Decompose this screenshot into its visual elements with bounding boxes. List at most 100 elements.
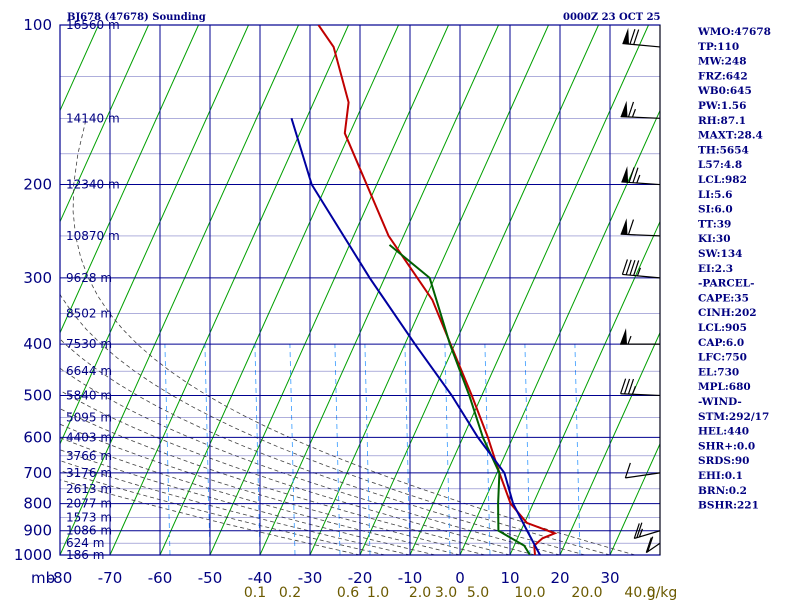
valid-time: 0000Z 23 OCT 25 xyxy=(563,12,661,23)
mixing-ratio-line xyxy=(289,344,296,555)
temperature-tick-label: 20 xyxy=(550,569,569,587)
parcel-profile xyxy=(290,118,541,555)
barb-flag xyxy=(627,101,635,118)
barb-flag xyxy=(633,260,640,276)
wind-barb xyxy=(620,218,661,237)
barb-half-flag xyxy=(638,528,643,538)
index-line: SI:6.0 xyxy=(698,204,733,216)
mixing-ratio-label: 3.0 xyxy=(435,585,457,600)
index-line: KI:30 xyxy=(698,233,731,245)
wind-barb xyxy=(620,378,661,397)
moist-adiabat xyxy=(60,423,486,555)
isotherm-line xyxy=(409,25,649,555)
barb-flag xyxy=(629,29,636,45)
temperature-tick-label: -50 xyxy=(198,569,223,587)
index-line: STM:292/17 xyxy=(698,411,769,423)
moist-adiabat xyxy=(60,408,511,555)
height-label: 186 m xyxy=(66,548,104,562)
pressure-tick-label: 1000 xyxy=(14,546,52,564)
mixing-ratio-label: 2.0 xyxy=(409,585,431,600)
isotherm-line xyxy=(60,25,249,446)
barb-staff xyxy=(622,42,661,48)
moist-adiabat xyxy=(60,293,611,555)
mixing-ratio-line xyxy=(524,344,531,555)
barb-pennant xyxy=(620,218,628,235)
height-label: 1086 m xyxy=(66,524,112,538)
wind-barb xyxy=(633,522,661,539)
mixing-ratio-label: 0.1 xyxy=(244,585,266,600)
barb-flag xyxy=(632,167,639,183)
index-line: EHI:0.1 xyxy=(698,470,743,482)
height-label: 8502 m xyxy=(66,306,112,320)
temperature-tick-label: -20 xyxy=(348,569,373,587)
barb-pennant xyxy=(620,328,627,345)
index-line: BSHR:221 xyxy=(698,500,759,512)
index-line: LFC:750 xyxy=(698,352,747,364)
height-label: 5840 m xyxy=(66,388,112,402)
temperature-tick-label: 10 xyxy=(500,569,519,587)
mixing-ratio-label: 0.6 xyxy=(337,585,359,600)
mixing-ratio-label: 1.0 xyxy=(367,585,389,600)
barb-staff xyxy=(625,472,661,479)
isotherm-line xyxy=(609,442,660,555)
barb-half-flag xyxy=(627,335,632,345)
barb-flag xyxy=(621,259,628,275)
grid xyxy=(59,24,661,556)
mixing-ratio-line xyxy=(574,344,581,555)
temperature-tick-label: -10 xyxy=(398,569,423,587)
temperature-tick-label: 30 xyxy=(600,569,619,587)
height-label: 6644 m xyxy=(66,364,112,378)
barb-staff xyxy=(622,273,661,279)
index-line: -PARCEL- xyxy=(698,278,754,290)
index-line: -WIND- xyxy=(698,396,742,408)
barb-pennant xyxy=(620,100,628,117)
index-line: EL:730 xyxy=(698,366,739,378)
height-label: 3766 m xyxy=(66,449,112,463)
barb-staff xyxy=(620,393,661,397)
moist-adiabat xyxy=(60,437,461,555)
height-label: 2613 m xyxy=(66,482,112,496)
index-line: L57:4.8 xyxy=(698,159,742,171)
mixing-ratio-line xyxy=(164,344,171,555)
barb-staff xyxy=(620,115,661,119)
barb-pennant xyxy=(622,27,629,45)
barb-flag xyxy=(647,536,654,552)
height-label: 14140 m xyxy=(66,111,120,125)
index-line: CINH:202 xyxy=(698,307,757,319)
barb-flag xyxy=(620,378,627,394)
isotherm-line xyxy=(459,109,660,555)
height-label: 1573 m xyxy=(66,511,112,525)
wind-barb xyxy=(621,259,661,279)
height-label: 7530 m xyxy=(66,337,112,351)
isotherm-line xyxy=(559,331,660,555)
mixing-ratio-label: 5.0 xyxy=(467,585,489,600)
wind-barb xyxy=(620,100,661,119)
isotherm-line xyxy=(60,25,149,223)
index-line: RH:87.1 xyxy=(698,115,746,127)
index-line: EI:2.3 xyxy=(698,263,733,275)
barb-flag xyxy=(629,259,636,276)
index-line: MW:248 xyxy=(698,56,747,68)
index-line: MPL:680 xyxy=(698,381,751,393)
index-line: HEL:440 xyxy=(698,426,749,438)
wind-barb xyxy=(622,27,661,48)
mixing-ratio-line xyxy=(444,344,451,555)
index-line: CAPE:35 xyxy=(698,292,749,304)
index-line: SHR+:0.0 xyxy=(698,440,755,452)
pressure-tick-label: 900 xyxy=(23,522,52,540)
barb-staff xyxy=(634,530,661,539)
pressure-tick-label: 300 xyxy=(23,269,52,287)
barb-half-flag xyxy=(636,174,641,184)
mixing-ratio-label: 10.0 xyxy=(514,585,545,600)
barb-half-flag xyxy=(631,108,636,118)
index-line: PW:1.56 xyxy=(698,100,746,112)
barb-pennant xyxy=(621,166,629,183)
moist-adiabat xyxy=(60,460,411,555)
barb-flag xyxy=(625,259,632,275)
temperature-tick-label: 0 xyxy=(455,569,465,587)
index-line: LI:5.6 xyxy=(698,189,732,201)
index-line: SW:134 xyxy=(698,248,742,260)
mixing-ratio-label: 20.0 xyxy=(571,585,602,600)
index-line: TH:5654 xyxy=(698,144,749,156)
pressure-tick-label: 100 xyxy=(23,16,52,34)
